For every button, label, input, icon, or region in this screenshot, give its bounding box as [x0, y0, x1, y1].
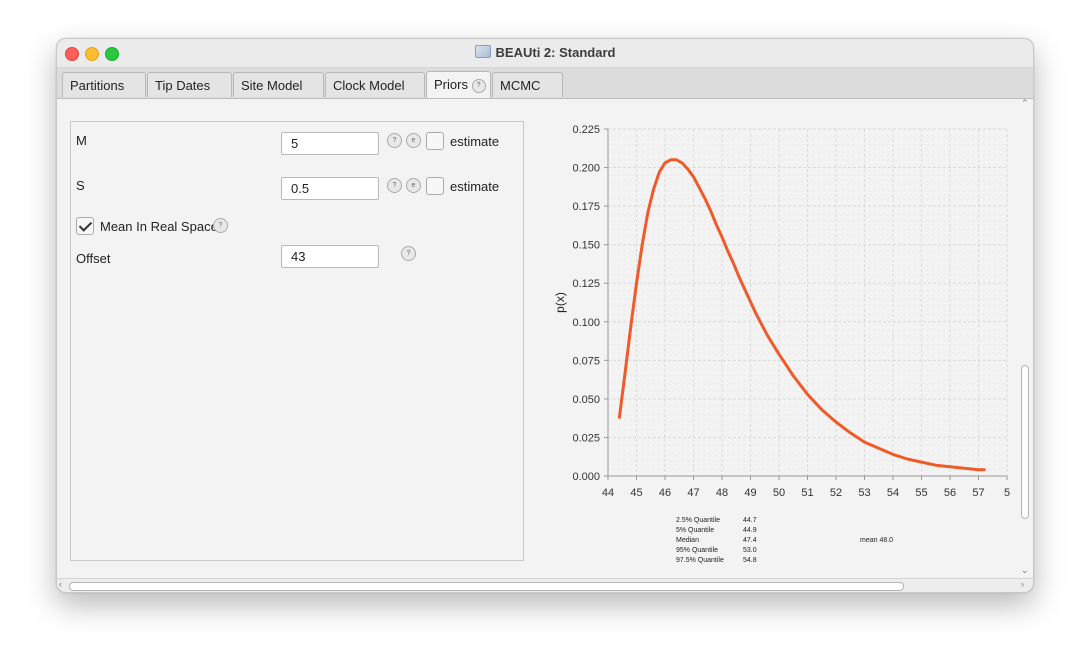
y-tick-label: 0.175 — [572, 201, 600, 213]
y-tick-label: 0.100 — [572, 317, 600, 329]
horizontal-scroll-thumb[interactable] — [69, 582, 904, 591]
scroll-up-arrow-icon[interactable]: ⌃ — [1021, 98, 1029, 108]
s-estimate-label: estimate — [450, 179, 500, 194]
scroll-right-arrow-icon[interactable]: › — [1021, 579, 1024, 589]
y-tick-label: 0.025 — [572, 432, 600, 444]
mean-real-space-label: Mean In Real Space — [100, 219, 218, 234]
m-input[interactable] — [281, 132, 379, 155]
window-title: BEAUti 2: Standard — [57, 45, 1033, 60]
offset-input[interactable] — [281, 245, 379, 268]
quantile-label: 2.5% Quantile — [676, 517, 720, 524]
tab-label: Tip Dates — [155, 78, 211, 93]
m-estimate-checkbox[interactable] — [426, 132, 444, 150]
tab-site-model[interactable]: Site Model — [233, 72, 324, 97]
tab-label: MCMC — [500, 78, 541, 93]
quantile-label: 95% Quantile — [676, 547, 719, 554]
quantile-value: 53.0 — [743, 547, 757, 554]
x-tick-label: 49 — [744, 487, 756, 499]
tab-mcmc[interactable]: MCMC — [492, 72, 563, 97]
quantile-label: 5% Quantile — [676, 527, 715, 534]
tab-clock-model[interactable]: Clock Model — [325, 72, 425, 97]
y-tick-label: 0.000 — [572, 471, 600, 483]
window-title-text: BEAUti 2: Standard — [495, 45, 616, 60]
y-tick-label: 0.050 — [572, 394, 600, 406]
x-tick-label: 5 — [1004, 487, 1010, 499]
x-tick-label: 56 — [944, 487, 956, 499]
horizontal-scrollbar[interactable]: ‹ › — [57, 578, 1033, 592]
m-label: M — [76, 133, 87, 148]
title-bar: BEAUti 2: Standard — [57, 39, 1033, 68]
vertical-scroll-thumb[interactable] — [1021, 365, 1029, 519]
x-tick-label: 44 — [602, 487, 614, 499]
tab-label: Priors — [434, 77, 468, 92]
offset-label: Offset — [76, 251, 111, 266]
y-tick-label: 0.150 — [572, 240, 600, 252]
x-tick-label: 51 — [801, 487, 813, 499]
x-tick-label: 53 — [858, 487, 870, 499]
tab-tip-dates[interactable]: Tip Dates — [147, 72, 232, 97]
priors-content: M ? e estimate S ? e estimate Mean In Re… — [57, 98, 1033, 578]
scroll-left-arrow-icon[interactable]: ‹ — [59, 579, 62, 589]
quantile-label: Median — [676, 537, 699, 544]
x-tick-label: 48 — [716, 487, 728, 499]
vertical-scrollbar[interactable]: ⌃ ⌄ — [1019, 98, 1032, 578]
zoom-button[interactable] — [105, 47, 119, 61]
x-tick-label: 46 — [659, 487, 671, 499]
scroll-down-arrow-icon[interactable]: ⌄ — [1021, 565, 1029, 575]
mean-value: mean 48.0 — [860, 537, 894, 544]
y-tick-label: 0.200 — [572, 163, 600, 175]
s-estimate-checkbox[interactable] — [426, 177, 444, 195]
help-icon[interactable]: ? — [471, 78, 486, 93]
y-tick-label: 0.225 — [572, 124, 600, 136]
s-edit-icon[interactable]: e — [406, 178, 421, 193]
x-tick-label: 57 — [972, 487, 984, 499]
s-help-icon[interactable]: ? — [387, 178, 402, 193]
density-curve — [617, 158, 986, 472]
tab-priors[interactable]: Priors ? — [426, 71, 491, 98]
density-chart: 44 45 46 47 48 49 50 51 52 53 54 55 56 57 5 0.000 0.025 0… — [553, 124, 1010, 499]
quantile-value: 54.8 — [743, 557, 757, 564]
s-label: S — [76, 178, 85, 193]
y-tick-label: 0.125 — [572, 278, 600, 290]
quantile-values: 44.7 44.9 47.4 53.0 54.8 — [743, 516, 757, 566]
minimize-button[interactable] — [85, 47, 99, 61]
x-tick-label: 47 — [687, 487, 699, 499]
mean-real-space-help-icon[interactable]: ? — [213, 218, 228, 233]
x-tick-label: 45 — [630, 487, 642, 499]
parameter-panel: M ? e estimate S ? e estimate Mean In Re… — [70, 121, 524, 561]
tab-label: Partitions — [70, 78, 125, 93]
quantile-value: 47.4 — [743, 537, 757, 544]
quantile-labels: 2.5% Quantile 5% Quantile Median 95% Qua… — [676, 516, 724, 566]
tab-label: Clock Model — [333, 78, 405, 93]
quantile-label: 97.5% Quantile — [676, 557, 724, 564]
app-icon — [474, 45, 491, 58]
offset-help-icon[interactable]: ? — [401, 246, 416, 261]
s-input[interactable] — [281, 177, 379, 200]
mean-real-space-checkbox[interactable] — [76, 217, 94, 235]
m-help-icon[interactable]: ? — [387, 133, 402, 148]
tab-bar: Partitions Tip Dates Site Model Clock Mo… — [57, 68, 1033, 99]
close-button[interactable] — [65, 47, 79, 61]
x-tick-label: 52 — [830, 487, 842, 499]
tab-label: Site Model — [241, 78, 303, 93]
tab-partitions[interactable]: Partitions — [62, 72, 146, 97]
m-estimate-label: estimate — [450, 134, 500, 149]
x-tick-label: 50 — [773, 487, 785, 499]
x-tick-label: 55 — [915, 487, 927, 499]
y-tick-label: 0.075 — [572, 355, 600, 367]
m-edit-icon[interactable]: e — [406, 133, 421, 148]
y-axis-label: p(x) — [553, 292, 567, 313]
quantile-value: 44.7 — [743, 517, 757, 524]
app-window: BEAUti 2: Standard Partitions Tip Dates … — [56, 38, 1034, 593]
quantile-value: 44.9 — [743, 527, 757, 534]
x-tick-label: 54 — [887, 487, 899, 499]
